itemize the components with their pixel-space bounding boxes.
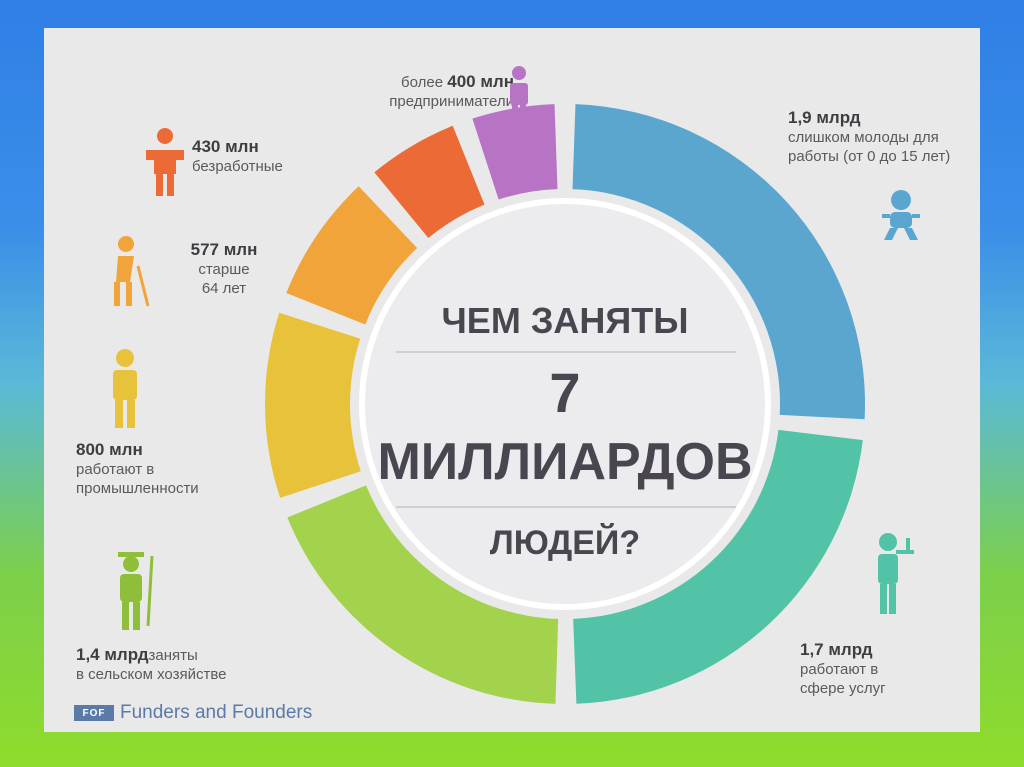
label-industry-text-2: промышленности [76,480,199,497]
worker-icon [113,349,137,428]
label-entrepreneurs-prefix: более [401,74,444,91]
brand-mark: FOF [74,705,114,721]
label-services: 1,7 млрд работают в сфере услуг [800,640,970,698]
label-industry-value: 800 млн [76,440,143,459]
label-elderly: 577 млн старше 64 лет [164,240,284,298]
label-entrepreneurs: более 400 млн предприниматели [334,72,514,111]
infographic-card [44,28,980,732]
title-divider-bottom [396,506,736,508]
slice-industry [265,312,361,498]
label-elderly-text-1: старше [198,261,250,278]
unemployed-icon [146,128,184,196]
slice-entrepreneurs [472,104,558,200]
title-line-1: ЧЕМ ЗАНЯТЫ [441,300,689,341]
brand-logo: FOF Funders and Founders [74,702,312,724]
label-industry-text-1: работают в [76,461,155,478]
center-disc [359,198,771,610]
label-elderly-text-2: 64 лет [201,280,247,297]
title-divider-top [396,351,736,353]
label-services-text-1: работают в [800,661,879,678]
label-agriculture: 1,4 млрдзаняты в сельском хозяйстве [76,645,336,684]
label-entrepreneurs-value: 400 млн [447,72,514,91]
brand-name: Funders and Founders [120,702,313,723]
label-services-value: 1,7 млрд [800,640,873,659]
title-line-4: ЛЮДЕЙ? [489,524,641,562]
label-unemployed-text-1: безработные [192,158,283,175]
label-elderly-value: 577 млн [190,240,258,259]
label-agriculture-value: 1,4 млрд [76,645,149,664]
baby-icon [882,190,920,240]
title-line-3: МИЛЛИАРДОВ [377,433,753,491]
label-young-value: 1,9 млрд [788,108,861,127]
label-agriculture-text-1: заняты [148,647,198,664]
donut-chart [265,104,865,704]
label-services-text-2: сфере услуг [800,680,886,697]
elder-icon [114,236,150,307]
businessman-icon [510,66,528,125]
waiter-icon [878,533,914,614]
label-agriculture-text-2: в сельском хозяйстве [76,666,227,683]
title-number: 7 [549,361,581,424]
label-unemployed: 430 млн безработные [192,137,352,176]
label-young-text-1: слишком молоды для [788,129,939,146]
label-young: 1,9 млрд слишком молоды для работы (от 0… [788,108,988,166]
label-young-text-2: работы (от 0 до 15 лет) [788,148,951,165]
slice-services [573,429,863,704]
slice-unemployed [374,125,485,239]
slice-elderly [286,186,418,325]
label-entrepreneurs-text-1: предприниматели [389,93,514,110]
slice-agriculture [287,485,559,704]
farmer-icon [118,552,154,630]
slice-young [572,104,865,420]
label-industry: 800 млн работают в промышленности [76,440,276,498]
label-unemployed-value: 430 млн [192,137,259,156]
